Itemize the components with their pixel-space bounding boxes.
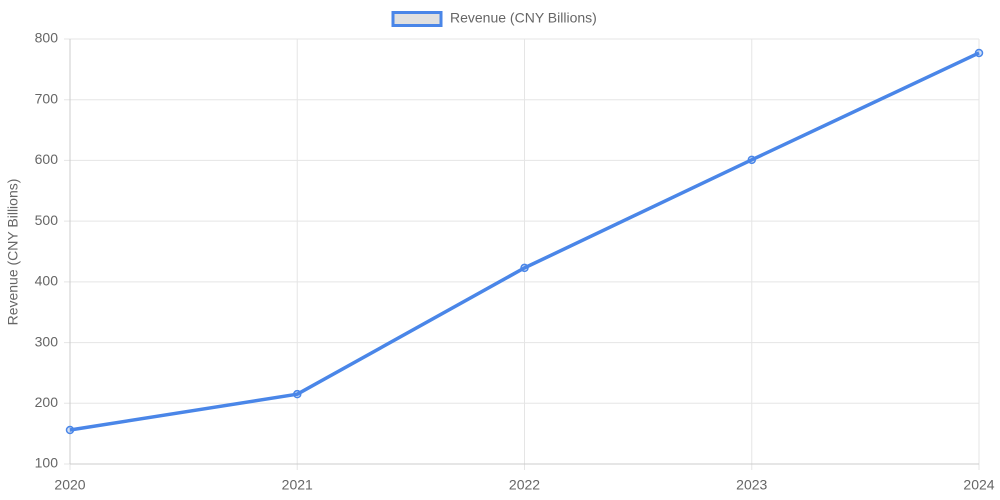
y-tick-label: 500 <box>35 212 59 228</box>
y-tick-label: 400 <box>35 273 59 289</box>
data-point <box>520 263 529 273</box>
data-point <box>974 48 984 58</box>
y-tick-label: 200 <box>35 394 59 410</box>
data-point <box>747 155 756 165</box>
legend-label: Revenue (CNY Billions) <box>450 10 597 26</box>
line-series <box>69 51 980 432</box>
y-axis-title: Revenue (CNY Billions) <box>5 179 21 326</box>
y-tick-label: 800 <box>35 30 59 46</box>
x-tick-label: 2020 <box>54 477 85 493</box>
y-tick-label: 600 <box>35 151 59 167</box>
x-tick-label: 2023 <box>736 477 767 493</box>
legend-swatch <box>391 11 443 27</box>
x-tick-label: 2022 <box>509 477 540 493</box>
data-point <box>293 389 302 399</box>
data-point <box>65 425 75 435</box>
y-tick-label: 300 <box>35 333 59 349</box>
y-tick-label: 700 <box>35 90 59 106</box>
x-tick-label: 2021 <box>282 477 313 493</box>
x-tick-label: 2024 <box>963 477 994 493</box>
y-tick-label: 100 <box>35 455 59 471</box>
